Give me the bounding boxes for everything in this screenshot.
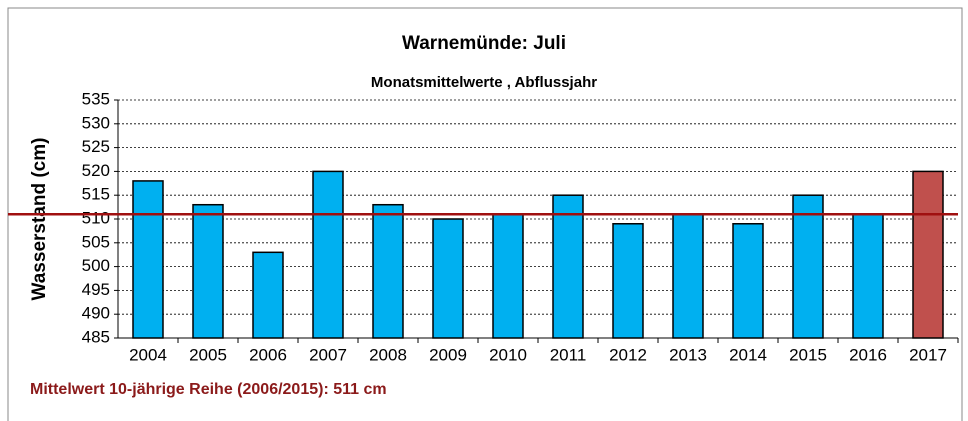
chart-subtitle: Monatsmittelwerte , Abflussjahr [371, 74, 597, 91]
x-tick-label: 2016 [849, 345, 887, 364]
x-tick-label: 2005 [189, 345, 227, 364]
y-tick-label: 510 [82, 208, 110, 227]
bar [912, 170, 944, 339]
bar [192, 203, 224, 339]
y-tick-label: 495 [82, 280, 110, 299]
bar [732, 223, 764, 339]
x-tick-label: 2007 [309, 345, 347, 364]
x-tick-label: 2008 [369, 345, 407, 364]
y-tick-label: 490 [82, 304, 110, 323]
bar [432, 218, 464, 339]
x-tick-label: 2012 [609, 345, 647, 364]
y-tick-label: 505 [82, 232, 110, 251]
bar [312, 170, 344, 339]
annotation: Mittelwert 10-jährige Reihe (2006/2015):… [30, 381, 387, 398]
y-tick-label: 520 [82, 161, 110, 180]
y-tick-label: 525 [82, 137, 110, 156]
bar [792, 194, 824, 339]
bar [252, 251, 284, 339]
x-tick-label: 2009 [429, 345, 467, 364]
frame [7, 7, 963, 421]
bar [372, 203, 404, 339]
x-tick-label: 2015 [789, 345, 827, 364]
x-tick-label: 2011 [550, 345, 587, 364]
chart-title: Warnemünde: Juli [402, 33, 566, 54]
x-tick-label: 2017 [909, 345, 947, 364]
x-tick-label: 2013 [669, 345, 707, 364]
y-tick-label: 485 [82, 327, 110, 346]
y-tick-label: 515 [82, 185, 110, 204]
y-tick-label: 530 [82, 113, 110, 132]
x-tick-label: 2014 [729, 345, 767, 364]
x-tick-label: 2010 [489, 345, 527, 364]
x-tick-label: 2004 [129, 345, 167, 364]
y-axis-label: Wasserstand (cm) [29, 138, 50, 301]
bar [612, 223, 644, 339]
y-tick-label: 500 [82, 256, 110, 275]
bar [132, 180, 164, 339]
x-tick-label: 2006 [249, 345, 287, 364]
bar [672, 213, 704, 339]
bar [492, 213, 524, 339]
y-tick-label: 535 [82, 89, 110, 108]
bar [852, 213, 884, 339]
bar [552, 194, 584, 339]
